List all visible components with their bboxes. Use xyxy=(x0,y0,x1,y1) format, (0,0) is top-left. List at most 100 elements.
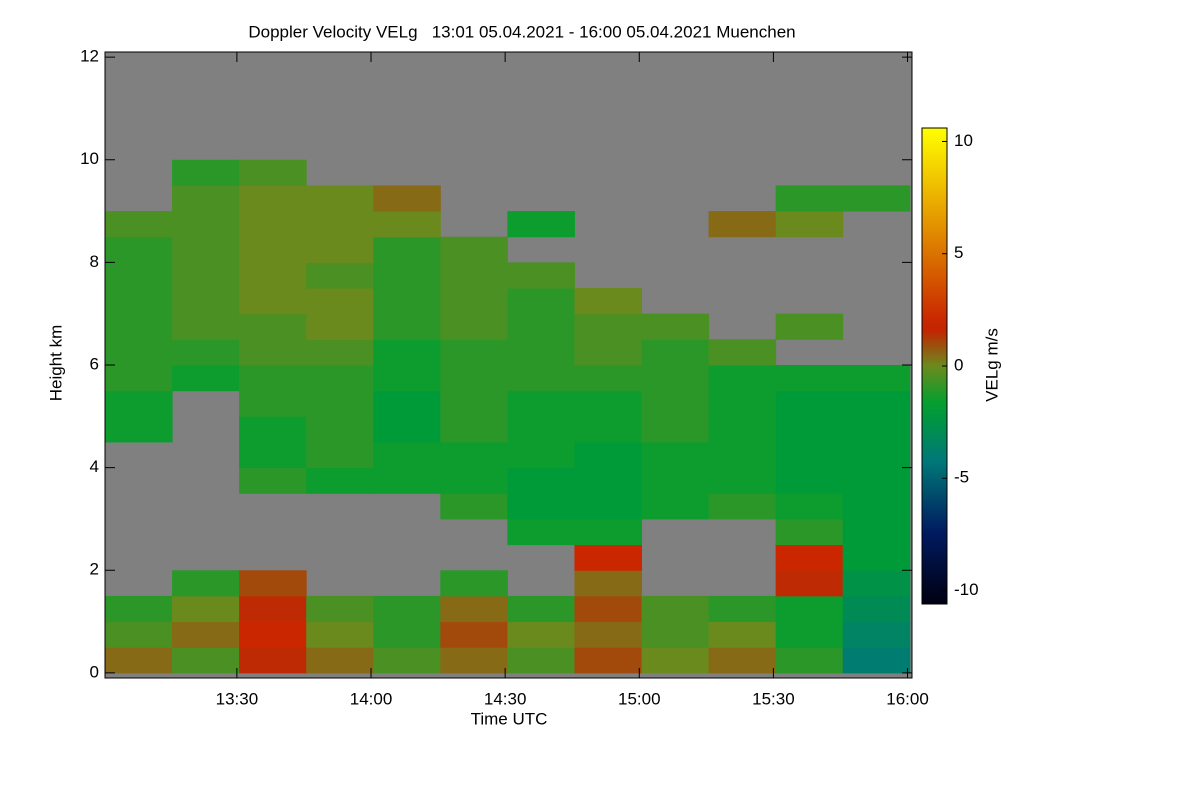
y-tick-label: 0 xyxy=(90,662,99,681)
heatmap-cell xyxy=(775,390,844,417)
heatmap-cell xyxy=(105,416,173,443)
heatmap-cell xyxy=(373,467,441,494)
heatmap-cell xyxy=(708,211,777,238)
heatmap-cell xyxy=(440,365,508,392)
y-axis-label: Height km xyxy=(46,325,65,402)
heatmap-cell xyxy=(775,570,844,597)
heatmap-cell xyxy=(641,365,710,392)
heatmap-cell xyxy=(239,441,307,469)
heatmap-cell xyxy=(239,416,307,443)
heatmap-cell xyxy=(172,288,240,315)
heatmap-cell xyxy=(172,621,240,648)
heatmap-cell xyxy=(708,467,777,494)
heatmap-cell xyxy=(842,544,911,571)
heatmap-cell xyxy=(507,416,575,443)
heatmap-cell xyxy=(507,339,575,366)
heatmap-cell xyxy=(440,621,508,648)
heatmap-cell xyxy=(105,365,173,392)
heatmap-cell xyxy=(306,262,374,289)
heatmap-cell xyxy=(239,390,307,417)
heatmap-cell xyxy=(105,390,173,417)
heatmap-cell xyxy=(708,647,777,674)
heatmap-cell xyxy=(775,313,844,340)
heatmap-cell xyxy=(842,416,911,443)
y-tick-label: 4 xyxy=(90,457,99,476)
heatmap-cell xyxy=(574,313,643,340)
heatmap-cell xyxy=(708,365,777,392)
heatmap-cell xyxy=(373,441,441,469)
heatmap-cell xyxy=(641,313,710,340)
heatmap-cell xyxy=(574,467,643,494)
heatmap-cell xyxy=(775,544,844,571)
heatmap-cell xyxy=(373,313,441,340)
heatmap-cell xyxy=(507,493,575,520)
heatmap-cell xyxy=(775,365,844,392)
heatmap-cell xyxy=(641,493,710,520)
heatmap-cell xyxy=(239,621,307,648)
heatmap-cell xyxy=(306,441,374,469)
heatmap-cell xyxy=(775,441,844,469)
heatmap-cell xyxy=(775,647,844,674)
heatmap-cell xyxy=(842,493,911,520)
heatmap-cell xyxy=(507,262,575,289)
heatmap-cell xyxy=(574,288,643,315)
heatmap-cell xyxy=(306,339,374,366)
heatmap-cell xyxy=(306,416,374,443)
heatmap-cell xyxy=(507,313,575,340)
heatmap-cell xyxy=(306,595,374,623)
heatmap-cell xyxy=(239,159,307,186)
heatmap-cell xyxy=(373,595,441,623)
heatmap-cell xyxy=(574,544,643,571)
heatmap-cell xyxy=(172,647,240,674)
y-tick-label: 6 xyxy=(90,354,99,373)
heatmap-cell xyxy=(708,441,777,469)
heatmap-cell xyxy=(842,365,911,392)
heatmap-cell xyxy=(373,211,441,238)
heatmap-cell xyxy=(105,313,173,340)
x-tick-label: 16:00 xyxy=(886,689,929,708)
heatmap-cell xyxy=(574,518,643,546)
heatmap-cell xyxy=(641,339,710,366)
heatmap-cell xyxy=(574,621,643,648)
heatmap-cell xyxy=(239,185,307,212)
heatmap-cell xyxy=(373,236,441,263)
heatmap-cell xyxy=(373,185,441,212)
heatmap-cell xyxy=(775,185,844,212)
heatmap-cell xyxy=(172,236,240,263)
heatmap-cell xyxy=(239,313,307,340)
heatmap-cell xyxy=(507,518,575,546)
heatmap-cell xyxy=(172,211,240,238)
heatmap-cell xyxy=(105,647,173,674)
colorbar-tick-label: 5 xyxy=(954,243,963,262)
heatmap-cell xyxy=(373,365,441,392)
heatmap-cell xyxy=(440,288,508,315)
heatmap-cell xyxy=(306,365,374,392)
heatmap-cell xyxy=(842,441,911,469)
heatmap-cell xyxy=(440,390,508,417)
heatmap-cell xyxy=(842,390,911,417)
heatmap-cell xyxy=(574,493,643,520)
x-tick-label: 14:30 xyxy=(484,689,527,708)
heatmap-cell xyxy=(306,313,374,340)
y-tick-label: 12 xyxy=(80,47,99,66)
heatmap-cell xyxy=(507,647,575,674)
heatmap-cell xyxy=(708,493,777,520)
heatmap-cell xyxy=(373,390,441,417)
heatmap-cell xyxy=(105,262,173,289)
heatmap-cell xyxy=(306,647,374,674)
heatmap-cell xyxy=(239,365,307,392)
heatmap-cell xyxy=(306,185,374,212)
colorbar-tick-label: 10 xyxy=(954,131,973,150)
x-axis-label: Time UTC xyxy=(471,709,548,728)
chart-title: Doppler Velocity VELg 13:01 05.04.2021 -… xyxy=(248,22,795,41)
heatmap-cell xyxy=(440,493,508,520)
heatmap-cell xyxy=(775,211,844,238)
heatmap-cell xyxy=(574,416,643,443)
heatmap-cell xyxy=(306,211,374,238)
heatmap-cell xyxy=(574,365,643,392)
heatmap-cell xyxy=(306,467,374,494)
colorbar-tick-label: 0 xyxy=(954,355,963,374)
heatmap-cell xyxy=(842,570,911,597)
heatmap-cell xyxy=(239,339,307,366)
